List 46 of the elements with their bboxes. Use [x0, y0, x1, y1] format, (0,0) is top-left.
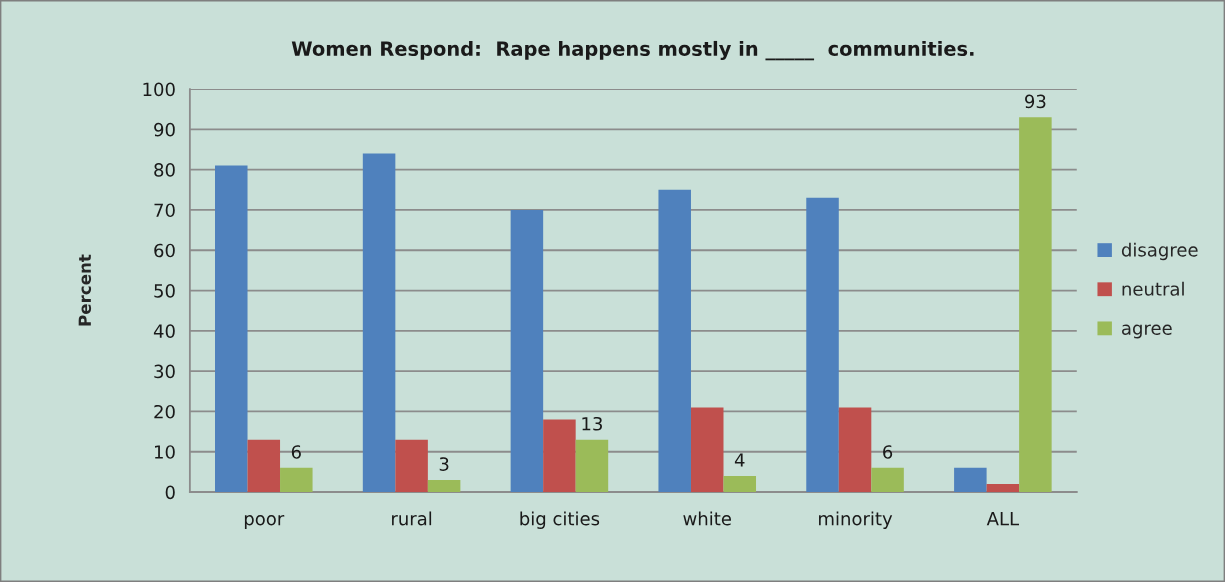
y-tick-label: 90 — [154, 122, 175, 137]
bar — [1019, 117, 1052, 493]
bar — [215, 165, 248, 493]
legend-label: neutral — [1122, 281, 1184, 296]
legend-label: disagree — [1121, 242, 1198, 261]
y-tick-label: 100 — [143, 82, 175, 97]
bar — [510, 209, 544, 493]
bar — [838, 407, 872, 493]
x-tick-label: ALL — [986, 512, 1019, 526]
bar — [986, 483, 1020, 493]
data-label: 6 — [291, 445, 301, 459]
bar — [723, 475, 757, 493]
y-tick-label: 20 — [154, 404, 175, 419]
data-label: 93 — [1025, 94, 1046, 109]
y-tick-label: 70 — [154, 203, 175, 218]
bar — [395, 439, 428, 493]
data-label: 3 — [439, 457, 449, 471]
data-label: 6 — [883, 445, 893, 459]
data-label: 13 — [582, 416, 602, 431]
y-tick-label: 60 — [154, 243, 175, 258]
bar — [575, 439, 609, 493]
bar — [658, 189, 691, 493]
legend-label: agree — [1122, 324, 1172, 339]
bar — [690, 407, 724, 493]
x-tick-label: big cities — [520, 511, 600, 529]
x-tick-label: white — [683, 511, 731, 526]
chart-title: Women Respond: Rape happens mostly in _____ communities. — [291, 40, 974, 61]
bar — [806, 197, 839, 493]
x-tick-label: minority — [819, 511, 893, 529]
bar — [871, 467, 904, 493]
y-tick-label: 0 — [165, 485, 175, 500]
x-tick-label: poor — [244, 515, 285, 529]
x-tick-label: rural — [392, 511, 432, 526]
bar — [427, 479, 461, 493]
bar — [247, 439, 281, 493]
bar — [280, 467, 313, 493]
y-axis-title: Percent — [78, 254, 92, 326]
bar — [362, 153, 396, 493]
y-tick-label: 10 — [154, 445, 175, 459]
y-tick-label: 30 — [154, 364, 175, 379]
bar — [543, 419, 576, 493]
data-label: 4 — [734, 453, 745, 467]
y-tick-label: 50 — [154, 283, 175, 298]
y-tick-label: 80 — [154, 163, 175, 177]
bar — [954, 467, 987, 493]
y-tick-label: 40 — [153, 324, 175, 338]
